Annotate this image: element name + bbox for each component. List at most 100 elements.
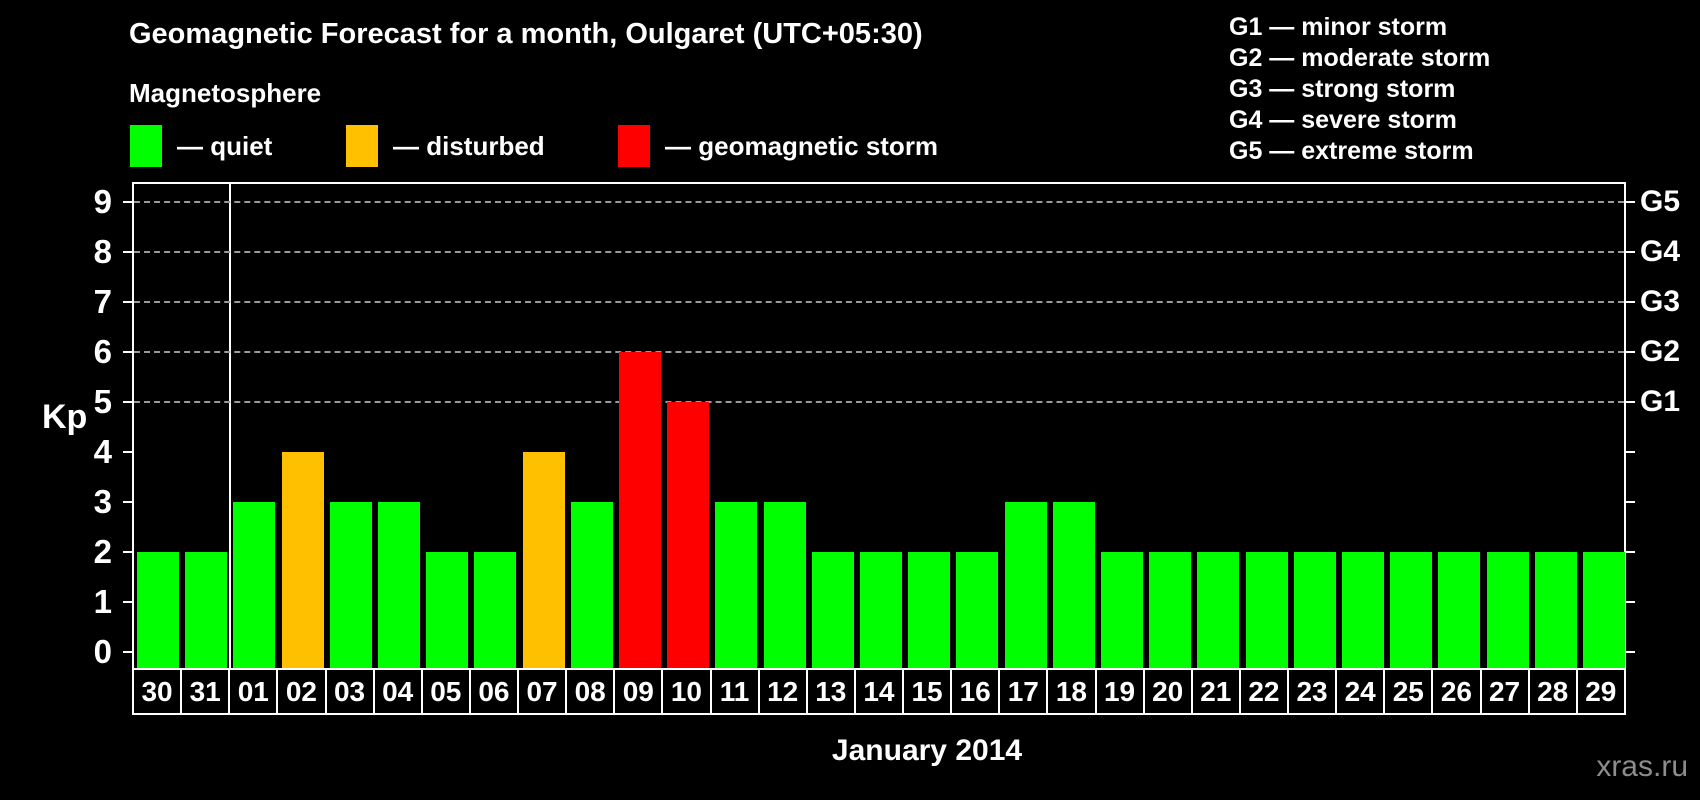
- bar-day-04: [378, 502, 421, 668]
- day-label-19: 19: [1094, 668, 1145, 715]
- left-tick-kp-4: [123, 451, 132, 453]
- legend-label-storm: — geomagnetic storm: [665, 130, 939, 161]
- day-label-30: 30: [132, 668, 183, 715]
- right-axis-label-g3: G3: [1640, 285, 1681, 318]
- bar-day-06: [474, 552, 517, 668]
- bar-day-31: [185, 552, 228, 668]
- day-label-23: 23: [1287, 668, 1338, 715]
- day-label-04: 04: [372, 668, 423, 715]
- right-tick-kp-5: [1626, 401, 1635, 403]
- bar-day-07: [522, 452, 565, 668]
- day-label-05: 05: [420, 668, 471, 715]
- legend-item-quiet: — quiet: [130, 124, 272, 168]
- bar-day-17: [1004, 502, 1047, 668]
- right-tick-kp-8: [1626, 251, 1635, 253]
- day-label-13: 13: [805, 668, 856, 715]
- y-axis-label-3: 3: [93, 483, 112, 520]
- bar-day-02: [281, 452, 324, 668]
- g2-legend-line: G2 — moderate storm: [1229, 44, 1491, 72]
- bar-day-26: [1438, 552, 1481, 668]
- g5-legend-line: G5 — extreme storm: [1229, 137, 1474, 165]
- bar-day-23: [1293, 552, 1336, 668]
- right-tick-kp-2: [1626, 551, 1635, 553]
- quiet-color-swatch: [130, 125, 162, 167]
- g-scale-legend: G1 — minor storm G2 — moderate storm G3 …: [1229, 12, 1490, 167]
- day-label-29: 29: [1575, 668, 1626, 715]
- bar-day-18: [1052, 502, 1095, 668]
- right-tick-kp-6: [1626, 351, 1635, 353]
- bar-day-13: [811, 552, 854, 668]
- day-label-02: 02: [276, 668, 327, 715]
- magnetosphere-subtitle: Magnetosphere: [129, 78, 322, 108]
- right-axis-label-g4: G4: [1640, 235, 1681, 268]
- g3-legend-line: G3 — strong storm: [1229, 75, 1456, 103]
- bar-day-03: [329, 502, 372, 668]
- bar-day-25: [1390, 552, 1433, 668]
- bar-day-21: [1197, 552, 1240, 668]
- day-label-20: 20: [1142, 668, 1193, 715]
- bar-day-20: [1149, 552, 1192, 668]
- bar-day-30: [137, 552, 180, 668]
- left-tick-kp-3: [123, 501, 132, 503]
- y-axis-label-5: 5: [93, 383, 112, 420]
- day-label-24: 24: [1335, 668, 1386, 715]
- day-label-10: 10: [661, 668, 712, 715]
- day-label-21: 21: [1190, 668, 1241, 715]
- y-axis-label-0: 0: [93, 633, 112, 670]
- bar-day-05: [426, 552, 469, 668]
- day-label-11: 11: [709, 668, 760, 715]
- legend-item-disturbed: — disturbed: [346, 124, 545, 168]
- bar-day-16: [956, 552, 999, 668]
- left-tick-kp-5: [123, 401, 132, 403]
- bar-day-14: [860, 552, 902, 668]
- day-label-06: 06: [468, 668, 519, 715]
- right-tick-kp-7: [1626, 301, 1635, 303]
- month-separator-line: [229, 184, 232, 668]
- left-tick-kp-1: [123, 601, 132, 603]
- g1-legend-line: G1 — minor storm: [1229, 13, 1448, 41]
- bar-day-10: [667, 402, 710, 668]
- y-axis-label-2: 2: [93, 533, 112, 570]
- day-label-28: 28: [1527, 668, 1578, 715]
- gridline-kp-8: [134, 251, 1624, 253]
- day-label-18: 18: [1046, 668, 1097, 715]
- y-axis-label-9: 9: [93, 183, 112, 220]
- right-tick-kp-3: [1626, 501, 1635, 503]
- day-label-01: 01: [228, 668, 279, 715]
- y-axis-label-1: 1: [93, 583, 112, 620]
- y-axis-label-8: 8: [93, 233, 112, 270]
- y-axis-label-6: 6: [93, 333, 112, 370]
- y-axis-label-4: 4: [93, 433, 112, 470]
- day-label-25: 25: [1383, 668, 1434, 715]
- gridline-kp-6: [134, 351, 1624, 353]
- gridline-kp-5: [134, 401, 1624, 403]
- right-tick-kp-1: [1626, 601, 1635, 603]
- right-tick-kp-4: [1626, 451, 1635, 453]
- bar-day-09: [619, 352, 662, 668]
- day-label-14: 14: [853, 668, 904, 715]
- left-tick-kp-0: [123, 651, 132, 653]
- bar-day-08: [570, 502, 613, 668]
- bar-day-22: [1245, 552, 1288, 668]
- chart-title: Geomagnetic Forecast for a month, Oulgar…: [129, 18, 923, 50]
- day-label-15: 15: [902, 668, 953, 715]
- gridline-kp-7: [134, 301, 1624, 303]
- day-axis-row: 30 31 01 02 03 04 05 06 07 08 09 10 11 12 13 14 15 16 17 18…: [132, 668, 1626, 715]
- x-axis-month-label: January 2014: [831, 734, 1023, 767]
- right-axis-label-g2: G2: [1640, 335, 1681, 368]
- g4-legend-line: G4 — severe storm: [1229, 106, 1457, 134]
- kp-axis-title: Kp: [42, 398, 88, 436]
- day-label-08: 08: [565, 668, 616, 715]
- day-label-27: 27: [1479, 668, 1530, 715]
- legend-label-quiet: — quiet: [177, 130, 273, 161]
- xras-watermark: xras.ru: [1596, 750, 1688, 783]
- legend-label-disturbed: — disturbed: [393, 130, 545, 161]
- right-axis-label-g5: G5: [1640, 185, 1681, 218]
- day-label-07: 07: [517, 668, 568, 715]
- legend-item-storm: — geomagnetic storm: [618, 124, 938, 168]
- left-tick-kp-2: [123, 551, 132, 553]
- plot-area: [123, 182, 1635, 668]
- day-label-03: 03: [324, 668, 375, 715]
- bar-day-28: [1534, 552, 1577, 668]
